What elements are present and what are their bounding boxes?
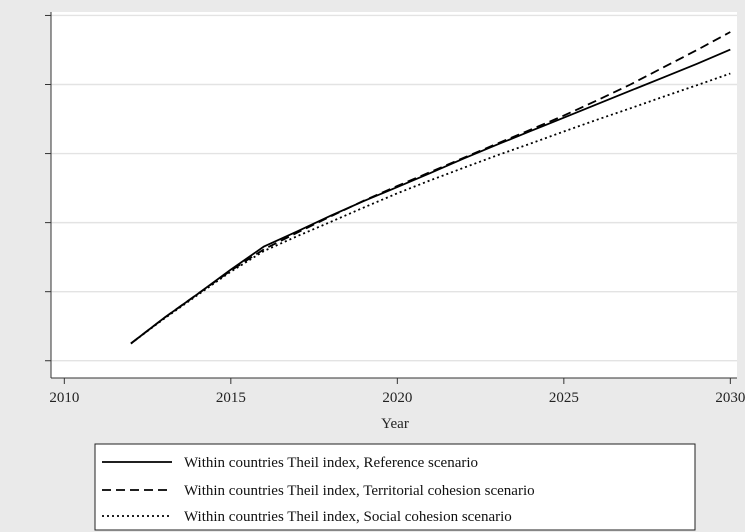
- legend-label-territorial: Within countries Theil index, Territoria…: [184, 483, 535, 499]
- series-line-social: [130, 72, 731, 345]
- x-tick-label: 2030: [715, 390, 745, 406]
- series-lines: [130, 31, 731, 345]
- plot-area: [51, 12, 737, 378]
- x-tick-label: 2010: [49, 390, 79, 406]
- legend: Within countries Theil index, Reference …: [94, 443, 696, 531]
- x-tick-label: 2025: [549, 390, 579, 406]
- x-axis-label: Year: [381, 416, 409, 432]
- series-line-territorial: [130, 31, 731, 345]
- axes: 2010 2015 2020 2025 2030: [45, 12, 745, 406]
- x-tick-label: 2020: [382, 390, 412, 406]
- x-tick-label: 2015: [216, 390, 246, 406]
- legend-label-reference: Within countries Theil index, Reference …: [184, 455, 478, 471]
- legend-label-social: Within countries Theil index, Social coh…: [184, 509, 512, 525]
- series-line-reference: [130, 48, 731, 345]
- legend-box: [94, 443, 696, 531]
- grid-lines: [51, 14, 737, 362]
